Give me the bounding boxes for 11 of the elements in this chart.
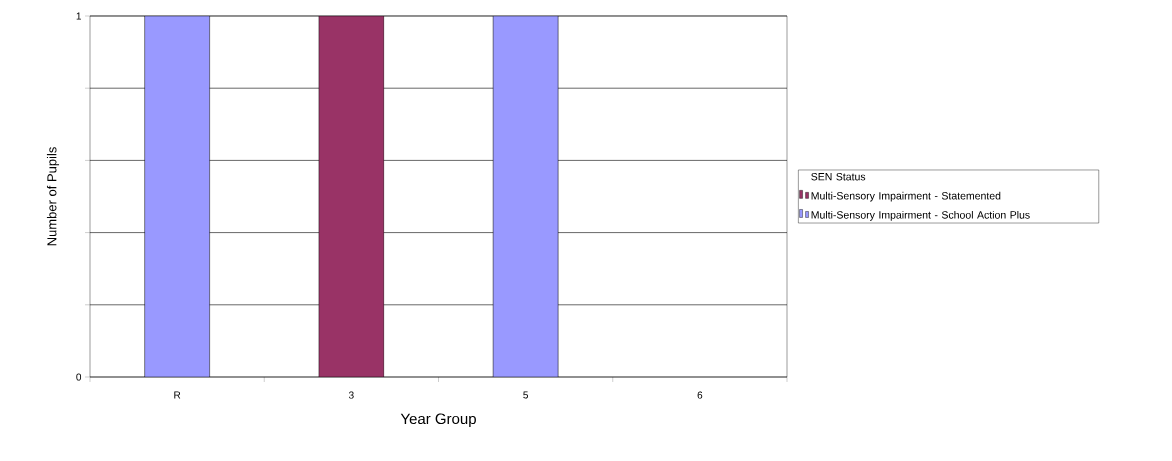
x-tick-label: 3 [348,391,354,399]
legend-title: SEN Status [811,172,866,181]
x-tick-label: 5 [523,391,528,399]
legend-label: Multi-Sensory Impairment - School Action Plus [811,210,1030,221]
legend-label: Multi-Sensory Impairment - Statemented [811,191,1001,202]
y-tick-label: 0 [76,373,82,381]
y-axis-title: Number of Pupils [46,147,60,246]
x-tick-label: R [174,391,181,399]
y-tick-label: 1 [76,12,81,20]
x-tick-label: 6 [697,391,703,399]
x-axis-title: Year Group [400,413,476,428]
